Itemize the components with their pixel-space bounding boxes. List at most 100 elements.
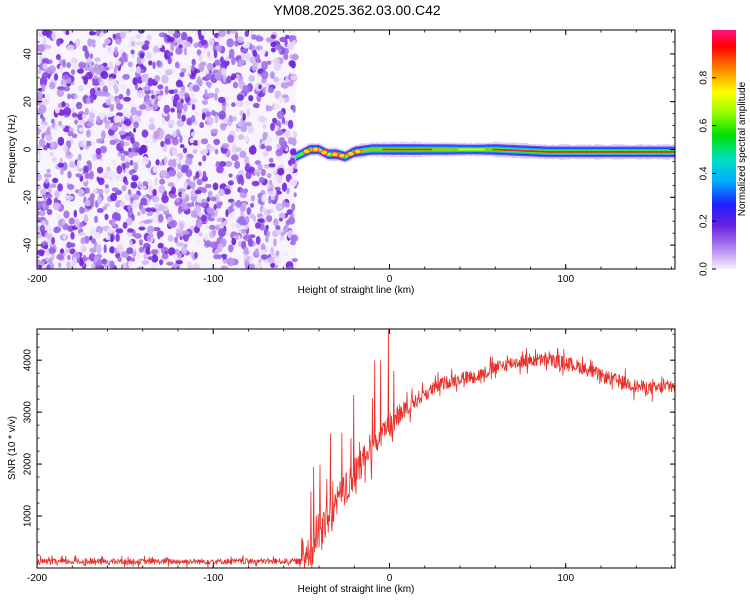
noise-speckle xyxy=(231,102,236,107)
noise-speckle xyxy=(273,62,282,71)
noise-speckle xyxy=(45,200,50,205)
snr-ticks: -200 -100 0 100 1000 2000 3000 4000 xyxy=(23,329,675,584)
noise-speckle xyxy=(176,119,185,127)
noise-speckle xyxy=(123,57,128,63)
colorbar-tick-label: 0.0 xyxy=(699,262,710,276)
noise-speckle xyxy=(177,163,182,170)
noise-speckle xyxy=(127,43,132,49)
noise-speckle xyxy=(152,61,156,70)
noise-speckle xyxy=(68,127,73,132)
noise-speckle xyxy=(52,177,59,184)
noise-speckle xyxy=(163,104,171,114)
noise-speckle xyxy=(275,130,284,136)
noise-speckle xyxy=(50,253,55,261)
noise-speckle xyxy=(78,85,84,92)
noise-speckle xyxy=(289,157,296,165)
noise-speckle xyxy=(47,226,52,235)
noise-speckle xyxy=(267,256,275,264)
noise-speckle xyxy=(220,265,229,269)
noise-speckle xyxy=(140,197,148,206)
noise-speckle xyxy=(190,91,195,99)
noise-speckle xyxy=(290,75,298,81)
noise-speckle xyxy=(129,67,134,73)
noise-speckle xyxy=(206,196,211,203)
noise-speckle xyxy=(132,141,140,149)
noise-speckle xyxy=(145,207,153,212)
noise-speckle xyxy=(97,166,104,174)
noise-speckle xyxy=(87,38,93,47)
noise-speckle xyxy=(260,243,266,252)
noise-speckle xyxy=(167,234,174,242)
noise-speckle xyxy=(278,147,284,156)
noise-speckle xyxy=(77,189,85,196)
noise-speckle xyxy=(178,89,186,96)
noise-speckle xyxy=(37,249,45,255)
noise-speckle xyxy=(102,205,107,211)
noise-speckle xyxy=(157,242,164,249)
noise-speckle xyxy=(160,140,165,148)
noise-speckle xyxy=(84,50,90,59)
noise-speckle xyxy=(48,246,56,255)
noise-speckle xyxy=(83,214,89,224)
noise-speckle xyxy=(273,218,279,227)
noise-speckle xyxy=(93,254,98,264)
noise-speckle xyxy=(46,209,53,216)
noise-speckle xyxy=(176,101,184,111)
noise-speckle xyxy=(249,213,255,219)
noise-speckle xyxy=(214,87,220,94)
noise-speckle xyxy=(77,104,82,109)
noise-speckle xyxy=(37,148,41,155)
noise-speckle xyxy=(130,49,135,55)
noise-speckle xyxy=(43,244,49,250)
noise-speckle xyxy=(199,122,205,129)
noise-speckle xyxy=(44,178,49,184)
noise-speckle xyxy=(226,30,231,35)
noise-speckle xyxy=(41,116,46,122)
noise-speckle xyxy=(265,37,274,43)
noise-speckle xyxy=(252,102,260,109)
noise-speckle xyxy=(61,74,70,80)
noise-speckle xyxy=(130,181,138,189)
noise-speckle xyxy=(205,111,211,118)
noise-speckle xyxy=(56,54,61,61)
noise-speckle xyxy=(172,158,177,168)
noise-speckle xyxy=(218,188,225,197)
noise-speckle xyxy=(224,160,233,167)
noise-speckle xyxy=(113,115,122,123)
noise-speckle xyxy=(195,171,200,179)
noise-speckle xyxy=(214,92,218,101)
noise-speckle xyxy=(85,71,93,80)
noise-speckle xyxy=(138,226,146,231)
noise-speckle xyxy=(147,225,155,234)
noise-speckle xyxy=(228,244,234,253)
noise-speckle xyxy=(169,219,178,228)
noise-speckle xyxy=(288,30,292,35)
noise-speckle xyxy=(216,166,224,174)
noise-speckle xyxy=(196,196,201,203)
noise-speckle xyxy=(155,90,160,95)
noise-speckle xyxy=(241,228,247,235)
noise-speckle xyxy=(214,59,221,66)
snr-frame xyxy=(36,328,676,569)
noise-speckle xyxy=(69,162,76,168)
noise-speckle xyxy=(255,36,264,42)
ridge-blob xyxy=(311,146,320,153)
noise-speckle xyxy=(86,160,92,166)
noise-speckle xyxy=(38,87,43,92)
noise-speckle xyxy=(51,237,55,245)
noise-speckle xyxy=(121,185,127,192)
noise-speckle xyxy=(45,220,49,226)
noise-speckle xyxy=(131,257,136,262)
noise-speckle xyxy=(138,246,145,253)
noise-speckle xyxy=(66,62,72,69)
noise-speckle xyxy=(96,253,103,260)
noise-speckle xyxy=(119,201,126,208)
noise-speckle xyxy=(276,110,284,120)
noise-speckle xyxy=(124,118,132,127)
noise-speckle xyxy=(149,117,155,124)
noise-speckle xyxy=(92,43,96,48)
noise-speckle xyxy=(207,92,216,99)
noise-speckle xyxy=(242,113,246,121)
noise-speckle xyxy=(118,130,127,136)
